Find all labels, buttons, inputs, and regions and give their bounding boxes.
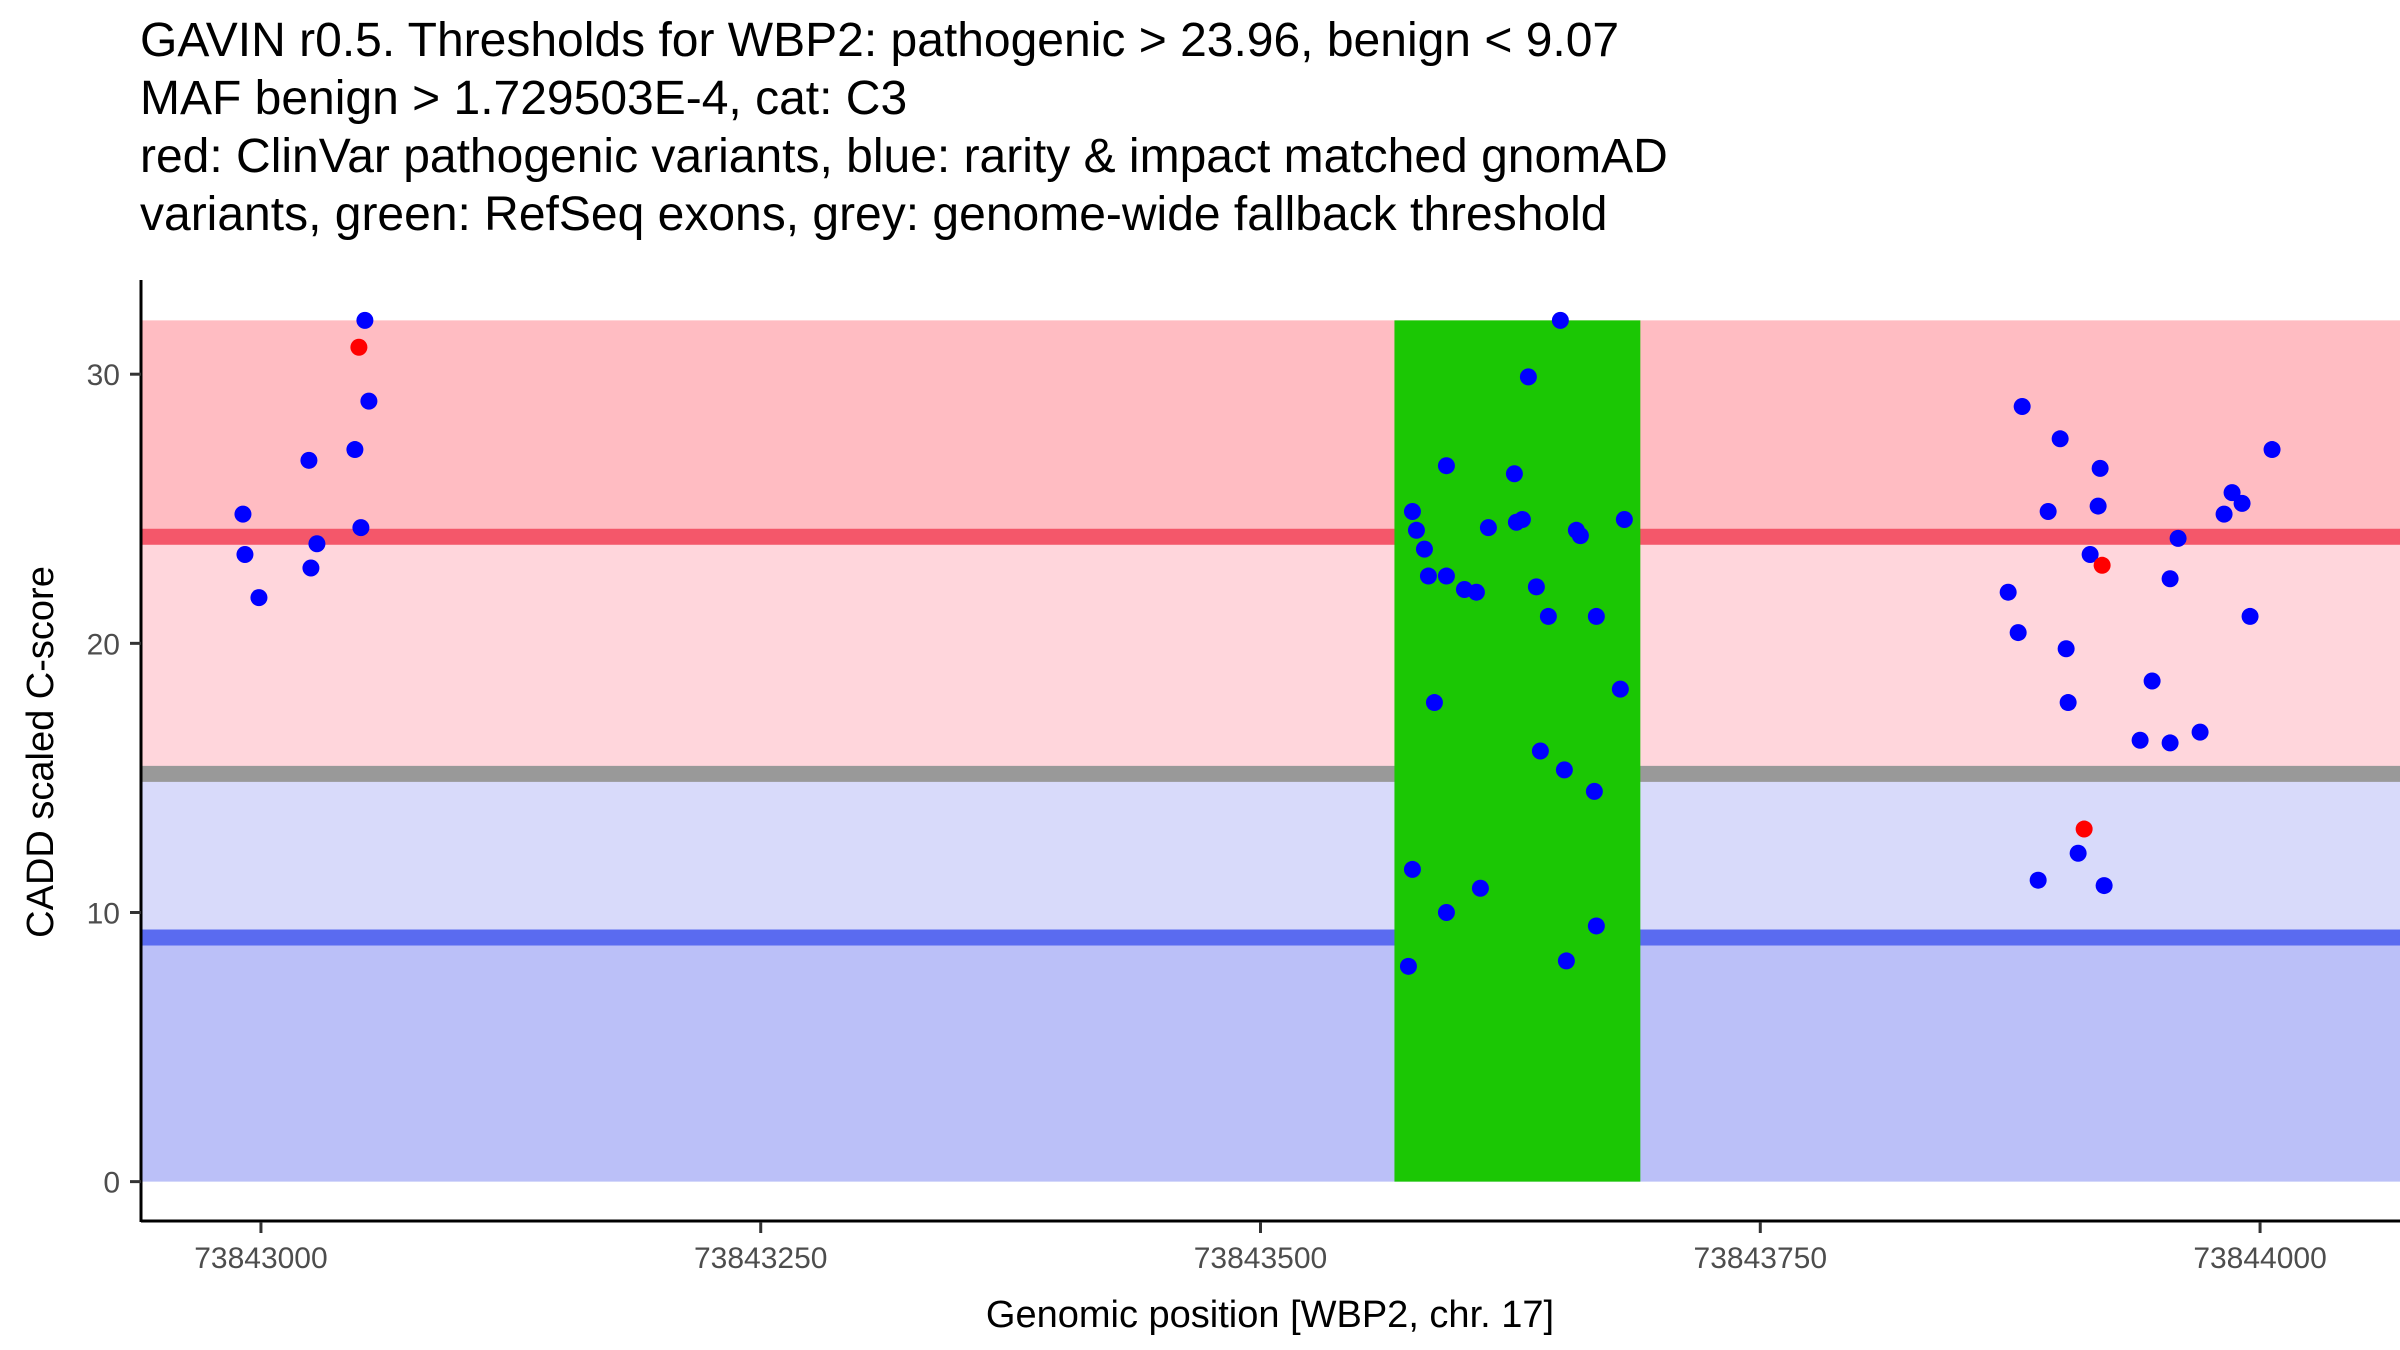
title-line-4: variants, green: RefSeq exons, grey: gen…	[140, 188, 1608, 241]
gnomad-point	[2091, 459, 2109, 477]
gnomad-point	[2263, 441, 2281, 459]
gnomad-point	[302, 559, 320, 577]
gnomad-point	[1555, 761, 1573, 779]
gnomad-point	[1505, 465, 1523, 483]
gnomad-point	[2013, 397, 2031, 415]
gnomad-point	[1437, 903, 1455, 921]
pathogenic-threshold	[141, 528, 2400, 545]
gnomad-point	[360, 392, 378, 410]
gnomad-point	[2169, 529, 2187, 547]
gnomad-point	[1415, 540, 1433, 558]
gnomad-point	[2191, 723, 2209, 741]
y-axis-title: CADD scaled C-score	[20, 566, 62, 938]
clinvar-point	[350, 338, 368, 356]
gnomad-point	[1467, 583, 1485, 601]
gnomad-point	[2009, 624, 2027, 642]
gnomad-point	[2161, 570, 2179, 588]
gnomad-point	[1425, 694, 1443, 712]
gnomad-point	[2051, 430, 2069, 448]
title-line-2: MAF benign > 1.729503E-4, cat: C3	[140, 72, 908, 125]
chart-title: GAVIN r0.5. Thresholds for WBP2: pathoge…	[140, 12, 1668, 244]
gnomad-point	[346, 441, 364, 459]
gnomad-point	[2095, 877, 2113, 895]
fallback-threshold	[141, 765, 2400, 782]
x-tick-label: 73844000	[2193, 1242, 2326, 1275]
gnomad-point	[1419, 567, 1437, 585]
gnomad-point	[352, 519, 370, 537]
threshold-regions	[141, 320, 2400, 1182]
gnomad-point	[2223, 484, 2241, 502]
gnomad-point	[1531, 742, 1549, 760]
clinvar-point	[2075, 820, 2093, 838]
x-axis-title: Genomic position [WBP2, chr. 17]	[986, 1294, 1554, 1336]
gnomad-point	[356, 311, 374, 329]
pathogenic-zone	[141, 320, 2400, 537]
gnomad-point	[2029, 871, 2047, 889]
gnomad-point	[250, 589, 268, 607]
gnomad-point	[2241, 607, 2259, 625]
gnomad-point	[1403, 860, 1421, 878]
gnomad-point	[1615, 511, 1633, 529]
threshold-lines	[141, 528, 2400, 946]
gnomad-point	[1557, 952, 1575, 970]
gnomad-point	[2057, 640, 2075, 658]
gnomad-point	[1585, 782, 1603, 800]
gnomad-point	[1587, 607, 1605, 625]
x-tick-label: 73843750	[1694, 1242, 1827, 1275]
clinvar-point	[2093, 556, 2111, 574]
upper-intermediate-zone	[141, 536, 2400, 774]
y-tick-label: 10	[87, 897, 120, 930]
y-tick-label: 30	[87, 359, 120, 392]
benign-zone	[141, 937, 2400, 1182]
gnomad-point	[2059, 694, 2077, 712]
gnomad-point	[1399, 957, 1417, 975]
exon-bar	[1394, 320, 1641, 1182]
y-tick-label: 0	[103, 1167, 120, 1200]
lower-intermediate-zone	[141, 773, 2400, 938]
axis-ticks: 73843000 73843250 73843500 73843750 73844000…	[87, 359, 2327, 1275]
gnomad-point	[2081, 546, 2099, 564]
x-tick-label: 73843250	[694, 1242, 827, 1275]
gnomad-point	[2233, 494, 2251, 512]
gnomad-point	[1571, 527, 1589, 545]
gnomad-point	[1611, 680, 1629, 698]
gnomad-point	[1437, 567, 1455, 585]
gnomad-point	[300, 451, 318, 469]
x-tick-label: 73843000	[194, 1242, 327, 1275]
gnomad-point	[236, 546, 254, 564]
gnomad-point	[2131, 731, 2149, 749]
gnomad-point	[308, 535, 326, 553]
axes	[139, 280, 2400, 1223]
data-points	[234, 311, 2281, 975]
gnomad-point	[1479, 519, 1497, 537]
gnomad-point	[1551, 311, 1569, 329]
gnomad-point	[2143, 672, 2161, 690]
exon-region	[1394, 320, 1641, 1182]
gnomad-point	[1471, 879, 1489, 897]
gnomad-point	[1403, 502, 1421, 520]
y-tick-label: 20	[87, 628, 120, 661]
gnomad-point	[2039, 502, 2057, 520]
gnomad-point	[2089, 497, 2107, 515]
gnomad-point	[2215, 505, 2233, 523]
benign-threshold	[141, 929, 2400, 946]
gnomad-point	[234, 505, 252, 523]
gnomad-point	[1527, 578, 1545, 596]
title-line-1: GAVIN r0.5. Thresholds for WBP2: pathoge…	[140, 14, 1620, 67]
gnomad-point	[1513, 511, 1531, 529]
gnomad-point	[1407, 521, 1425, 539]
title-line-3: red: ClinVar pathogenic variants, blue: …	[140, 130, 1668, 183]
gnomad-point	[1587, 917, 1605, 935]
gnomad-point	[1539, 607, 1557, 625]
gnomad-point	[1999, 583, 2017, 601]
gnomad-point	[1519, 368, 1537, 386]
gnomad-point	[2069, 844, 2087, 862]
gnomad-point	[1437, 457, 1455, 475]
x-tick-label: 73843500	[1194, 1242, 1327, 1275]
gnomad-point	[2161, 734, 2179, 752]
